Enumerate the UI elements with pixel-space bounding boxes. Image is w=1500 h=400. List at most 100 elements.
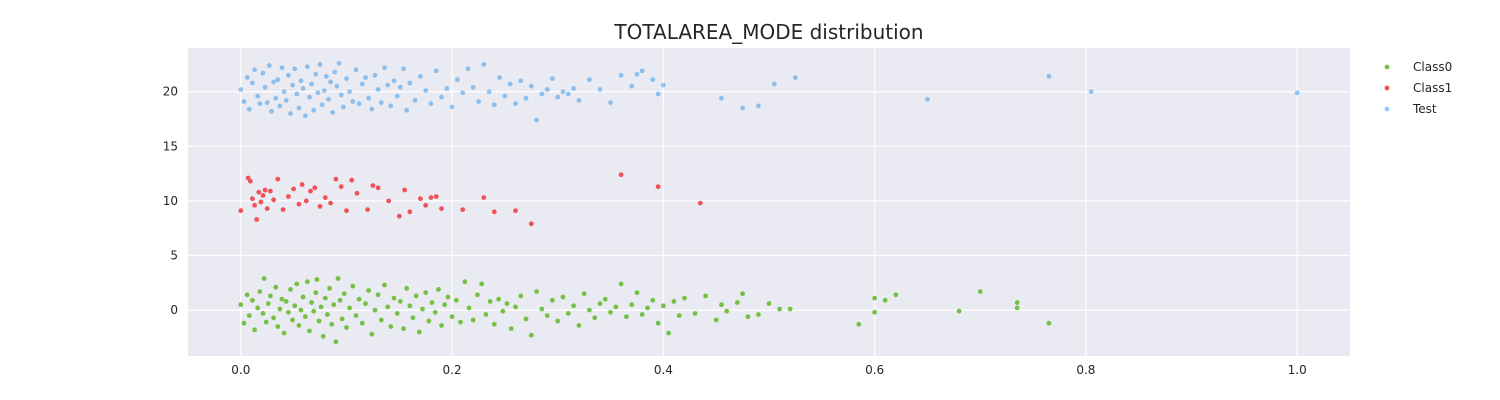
x-tick-label: 0.2 (443, 363, 462, 377)
point-class0 (1014, 300, 1020, 305)
point-test (252, 67, 257, 73)
point-class0 (513, 304, 518, 310)
point-test (507, 81, 513, 87)
point-class0 (713, 317, 719, 323)
point-test (298, 78, 304, 84)
point-class0 (655, 320, 661, 326)
point-class0 (703, 293, 708, 299)
point-class0 (366, 288, 371, 293)
point-class0 (294, 281, 300, 287)
point-class1 (491, 209, 497, 215)
point-class0 (302, 314, 308, 320)
y-tick-label: 10 (163, 194, 178, 208)
point-class0 (246, 313, 252, 318)
point-test (307, 94, 312, 100)
point-class0 (307, 328, 312, 334)
point-class0 (391, 295, 397, 301)
point-test (338, 92, 344, 98)
x-tick-label: 1.0 (1288, 363, 1307, 377)
point-test (350, 99, 356, 104)
point-class1 (328, 200, 333, 206)
point-test (250, 80, 255, 86)
point-class0 (347, 305, 352, 311)
point-test (719, 95, 724, 101)
point-class0 (442, 302, 448, 308)
point-class0 (337, 297, 343, 303)
point-class0 (523, 316, 529, 322)
point-class0 (344, 325, 349, 330)
data-points (238, 60, 1300, 345)
point-test (273, 95, 279, 101)
point-class0 (882, 297, 888, 303)
point-class0 (432, 309, 438, 315)
point-class1 (655, 184, 661, 190)
point-class0 (313, 290, 319, 296)
point-test (449, 104, 455, 110)
point-test (576, 98, 582, 103)
point-class0 (305, 279, 310, 285)
point-class0 (872, 295, 877, 301)
point-test (391, 78, 397, 84)
point-class1 (268, 188, 273, 194)
point-class0 (550, 297, 555, 303)
point-class0 (318, 304, 324, 310)
point-class0 (382, 282, 387, 288)
point-class0 (956, 308, 962, 314)
point-test (326, 96, 331, 102)
point-class0 (394, 311, 400, 316)
point-class0 (353, 313, 359, 318)
point-class0 (416, 329, 422, 335)
point-test (433, 68, 439, 74)
point-test (244, 75, 250, 80)
point-class0 (539, 306, 545, 312)
point-class1 (280, 207, 286, 213)
point-class0 (671, 299, 677, 304)
point-class1 (618, 172, 624, 178)
point-class1 (312, 185, 318, 191)
point-test (565, 91, 571, 97)
point-test (246, 106, 252, 112)
point-test (513, 101, 518, 107)
point-class0 (420, 306, 425, 312)
point-class0 (385, 304, 391, 310)
point-class0 (692, 311, 698, 316)
point-test (608, 100, 613, 105)
point-test (313, 71, 319, 77)
point-class0 (350, 283, 356, 289)
point-test (255, 93, 261, 99)
point-test (315, 90, 321, 96)
point-class0 (359, 320, 365, 326)
point-test (555, 94, 561, 100)
point-class0 (856, 321, 862, 327)
point-class1 (354, 190, 360, 196)
point-class0 (339, 316, 345, 322)
point-test (238, 87, 244, 92)
point-test (317, 62, 323, 67)
point-test (629, 83, 635, 89)
axis-ticks: 0.0 0.2 0.4 0.6 0.8 1.0 0 5 10 15 20 (163, 85, 1307, 377)
point-test (539, 91, 545, 97)
legend-marker (1384, 64, 1390, 70)
point-class1 (258, 199, 264, 205)
point-test (639, 68, 645, 74)
point-class0 (300, 294, 306, 300)
point-class1 (481, 195, 487, 201)
point-test (382, 65, 387, 71)
point-class0 (316, 318, 322, 324)
point-test (534, 117, 539, 123)
point-class0 (576, 323, 582, 328)
x-tick-label: 0.6 (865, 363, 884, 377)
point-test (418, 74, 423, 79)
point-class0 (581, 291, 587, 297)
point-test (332, 69, 338, 75)
point-class0 (281, 330, 287, 336)
point-test (290, 82, 295, 88)
point-class0 (292, 303, 298, 309)
point-test (375, 87, 381, 92)
point-class1 (308, 188, 313, 194)
point-class0 (650, 297, 656, 303)
point-test (294, 91, 300, 97)
point-class0 (645, 305, 650, 311)
point-class0 (283, 299, 289, 304)
point-test (925, 96, 930, 102)
